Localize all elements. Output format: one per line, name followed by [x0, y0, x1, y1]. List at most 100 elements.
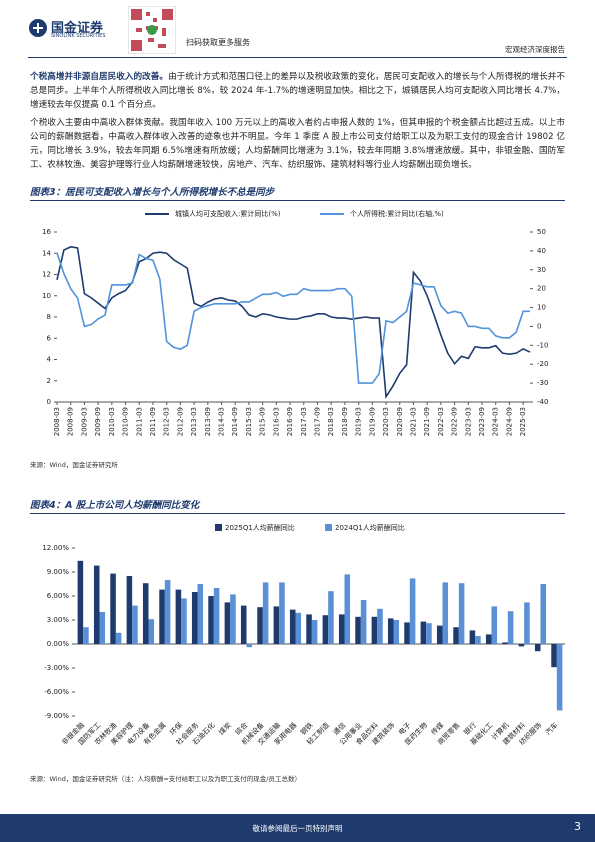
footer-bar [0, 814, 595, 842]
y-tick-label: 0.00% [47, 640, 70, 648]
bar [126, 576, 133, 644]
y2-tick-label: -30 [537, 379, 548, 387]
x-tick-label: 2013-09 [204, 407, 212, 436]
legend-label: 2025Q1人均薪酬同比 [225, 523, 295, 532]
x-tick-label: 2015-09 [259, 407, 267, 436]
y-tick-label: -3.00% [44, 664, 69, 672]
y-tick-label: 9.00% [47, 568, 70, 576]
figure-source: 来源：Wind，国金证券研究所（注：人均薪酬=支付给职工以及为职工支付的现金/员… [30, 775, 301, 783]
x-tick-label: 2023-09 [478, 407, 486, 436]
y2-tick-label: 40 [537, 247, 546, 255]
bar [491, 606, 498, 644]
bar [93, 565, 100, 644]
bar [442, 582, 449, 644]
x-tick-label: 2015-03 [245, 407, 253, 436]
bar [502, 642, 508, 644]
bar [306, 614, 312, 644]
line-chart: 0 2 4 6 8 10 12 14 16 -40 -30 -20 -10 0 10 20 30 40 50 2008… [42, 209, 548, 436]
bar [371, 616, 378, 644]
x-tick-label: 2013-03 [190, 407, 198, 436]
x-tick-label: 2011-03 [135, 407, 143, 436]
bar [458, 583, 465, 644]
bar [230, 594, 236, 644]
x-tick-label: 2010-03 [108, 407, 116, 436]
x-tick-label: 2017-03 [300, 407, 308, 436]
bar [524, 602, 530, 644]
bar [426, 623, 432, 644]
bar [257, 607, 263, 644]
x-tick-label: 2018-03 [327, 407, 335, 436]
logo-text: 国金证券 [51, 21, 104, 36]
legend-label: 2024Q1人均薪酬同比 [335, 523, 405, 532]
bar [99, 612, 106, 644]
legend-label: 个人所得税:累计同比(右轴,%) [350, 209, 444, 218]
x-tick-label: 2009-09 [94, 407, 102, 436]
x-tick-label: 2019-09 [368, 407, 376, 436]
x-tick-label: 2023-03 [464, 407, 472, 436]
bar [311, 620, 318, 644]
bar [344, 574, 351, 644]
qr-code [128, 6, 176, 54]
bar [279, 582, 285, 644]
y-tick-label: 6 [47, 334, 52, 342]
bar [404, 622, 410, 644]
x-tick-label: 2020-09 [396, 407, 404, 436]
x-tick-label: 2018-09 [341, 407, 349, 436]
bar [208, 596, 214, 644]
y2-tick-label: 30 [537, 266, 546, 274]
bar [393, 620, 400, 644]
paragraph-text: 由于统计方式和范围口径上的差异以及税收政策的变化，居民可支配收入的增长与个人所得… [30, 72, 565, 110]
bar [197, 584, 204, 644]
report-type: 宏观经济深度报告 [505, 45, 565, 54]
bar [262, 582, 269, 644]
x-tick-label: 汽车 [543, 720, 559, 736]
x-tick-label: 2008-09 [67, 407, 75, 436]
x-tick-label: 2016-03 [272, 407, 280, 436]
bar [328, 591, 334, 644]
y2-tick-label: 20 [537, 285, 546, 293]
x-tick-label: 2024-03 [492, 407, 500, 436]
y-tick-label: 12.00% [42, 544, 69, 552]
bar [540, 584, 547, 644]
x-tick-label: 2009-03 [80, 407, 88, 436]
x-tick-label: 2017-09 [313, 407, 321, 436]
bar [556, 644, 563, 711]
paragraph: 个税收入主要由中高收入群体贡献。我国年收入 100 万元以上的高收入者约占申报人… [30, 116, 565, 172]
bar [142, 583, 149, 644]
y-tick-label: 16 [42, 228, 51, 236]
bar [387, 618, 394, 644]
x-tick-label: 2014-09 [231, 407, 239, 436]
bar [507, 611, 514, 644]
bar [148, 619, 155, 644]
line-series [56, 252, 530, 384]
bar [115, 632, 122, 644]
bar [240, 605, 247, 644]
x-tick-label: 2020-03 [382, 407, 390, 436]
bar [77, 560, 84, 644]
bar [338, 614, 345, 644]
y2-tick-label: -40 [537, 398, 548, 406]
legend-swatch [215, 524, 222, 531]
y2-tick-label: 10 [537, 304, 546, 312]
x-tick-label: 2022-09 [451, 407, 459, 436]
y-tick-label: -9.00% [44, 712, 69, 720]
bar [191, 592, 198, 644]
bar [83, 627, 89, 644]
y2-tick-label: 0 [537, 322, 541, 330]
bar [159, 589, 165, 644]
bar [355, 616, 361, 644]
x-tick-label: 2024-09 [505, 407, 513, 436]
qr-text: 扫码获取更多服务 [186, 38, 250, 47]
x-tick-label: 2021-09 [423, 407, 431, 436]
line-series [56, 246, 531, 400]
bar [453, 627, 459, 644]
bar [295, 612, 302, 644]
paragraph: 个税高增并非源自居民收入的改善。由于统计方式和范围口径上的差异以及税收政策的变化… [30, 70, 565, 112]
y2-tick-label: -10 [537, 341, 548, 349]
bar [518, 644, 525, 647]
paragraph-text: 个税收入主要由中高收入群体贡献。我国年收入 100 万元以上的高收入者约占申报人… [30, 118, 565, 170]
x-tick-label: 2014-03 [218, 407, 226, 436]
bar [360, 600, 367, 644]
y-tick-label: 8 [47, 313, 51, 321]
y2-tick-label: 50 [537, 228, 546, 236]
